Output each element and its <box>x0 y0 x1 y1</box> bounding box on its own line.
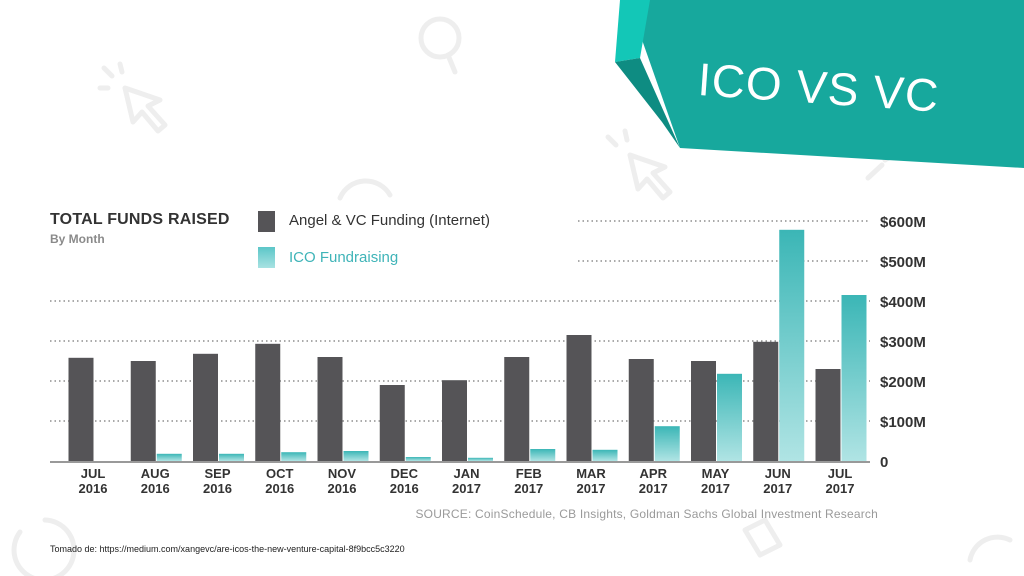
bar-ico <box>779 229 805 461</box>
y-tick-label: $300M <box>880 334 926 351</box>
bar-vc <box>255 343 281 461</box>
legend-label-vc: Angel & VC Funding (Internet) <box>289 212 490 229</box>
bar-ico <box>530 449 556 461</box>
bar-vc <box>815 369 841 461</box>
bar-ico <box>841 295 867 461</box>
bar-vc <box>504 357 530 461</box>
bar-ico <box>156 453 182 461</box>
bar-ico <box>405 457 431 461</box>
x-tick-year: 2017 <box>763 481 792 496</box>
legend-swatch-ico <box>258 247 275 268</box>
x-tick-year: 2017 <box>701 481 730 496</box>
cursor-click-icon <box>605 128 673 201</box>
x-tick-month: OCT <box>266 466 294 481</box>
x-tick-month: NOV <box>328 466 357 481</box>
x-tick-year: 2017 <box>577 481 606 496</box>
bar-vc <box>628 359 654 461</box>
x-tick-month: DEC <box>391 466 419 481</box>
bar-ico <box>592 449 618 461</box>
bar-ico <box>468 457 493 461</box>
x-tick-year: 2017 <box>826 481 855 496</box>
y-tick-label: 0 <box>880 454 888 471</box>
bar-ico <box>717 373 742 461</box>
x-tick-month: FEB <box>516 466 542 481</box>
bar-vc <box>130 361 156 461</box>
cursor-click-icon <box>97 61 168 134</box>
y-tick-label: $200M <box>880 374 926 391</box>
x-tick-year: 2016 <box>79 481 108 496</box>
footnote-link-text: Tomado de: https://medium.com/xangevc/ar… <box>50 544 405 554</box>
bar-vc <box>379 385 405 461</box>
x-tick-year: 2016 <box>141 481 170 496</box>
bar-vc <box>753 341 779 461</box>
x-tick-year: 2017 <box>639 481 668 496</box>
y-tick-label: $400M <box>880 294 926 311</box>
chart-source: SOURCE: CoinSchedule, CB Insights, Goldm… <box>415 507 878 521</box>
bar-vc <box>566 335 592 461</box>
x-tick-month: SEP <box>204 466 230 481</box>
bar-vc <box>68 357 94 461</box>
legend-label-ico: ICO Fundraising <box>289 249 399 266</box>
banner <box>615 0 1024 168</box>
bar-ico <box>654 426 680 461</box>
bar-vc <box>691 361 716 461</box>
x-tick-month: MAR <box>576 466 606 481</box>
bar-vc <box>193 353 218 461</box>
x-tick-year: 2016 <box>203 481 232 496</box>
x-tick-month: JUN <box>765 466 791 481</box>
x-tick-year: 2017 <box>452 481 481 496</box>
x-tick-month: JUL <box>828 466 853 481</box>
x-tick-year: 2017 <box>514 481 543 496</box>
bar-ico <box>343 451 369 461</box>
chart-title: TOTAL FUNDS RAISED <box>50 211 230 228</box>
x-tick-month: AUG <box>141 466 170 481</box>
bar-vc <box>317 357 343 461</box>
x-tick-year: 2016 <box>328 481 357 496</box>
x-tick-month: MAY <box>702 466 730 481</box>
bar-ico <box>281 452 307 461</box>
x-tick-month: JUL <box>81 466 106 481</box>
y-tick-label: $600M <box>880 214 926 231</box>
legend-swatch-vc <box>258 211 275 232</box>
x-tick-month: JAN <box>453 466 479 481</box>
refresh-icon <box>11 178 1013 576</box>
x-tick-year: 2016 <box>390 481 419 496</box>
chart-subtitle: By Month <box>50 232 105 246</box>
bar-ico <box>219 453 244 461</box>
x-tick-year: 2016 <box>265 481 294 496</box>
bar-vc <box>442 380 467 461</box>
y-tick-label: $100M <box>880 414 926 431</box>
y-tick-label: $500M <box>880 254 926 271</box>
magnifier-icon <box>418 16 462 75</box>
x-tick-month: APR <box>640 466 668 481</box>
